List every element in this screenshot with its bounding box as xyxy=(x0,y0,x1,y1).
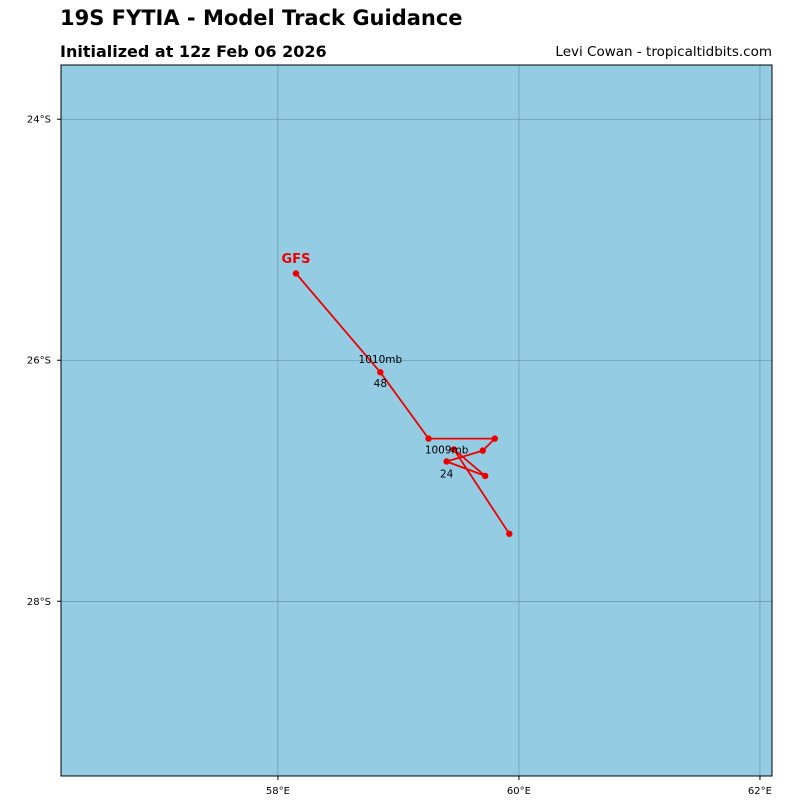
axis-ticks: 24°S 26°S 28°S 58°E 60°E 62°E xyxy=(27,115,772,797)
lon-tick-label: 58°E xyxy=(266,786,290,797)
track-point xyxy=(450,446,458,453)
chart-title: 19S FYTIA - Model Track Guidance xyxy=(60,6,463,30)
track-point xyxy=(491,435,499,442)
chart-credit: Levi Cowan - tropicaltidbits.com xyxy=(555,44,772,60)
track-point xyxy=(481,472,489,480)
track-layer: 1010mb 48 1009mb 24 GFS xyxy=(282,252,513,537)
gridlines xyxy=(61,65,772,776)
track-point xyxy=(506,530,513,537)
track-annotation: 1010mb xyxy=(359,354,403,366)
lon-tick-label: 60°E xyxy=(507,786,531,797)
track-annotation: 48 xyxy=(374,378,387,390)
lon-tick-label: 62°E xyxy=(748,786,772,797)
lat-tick-label: 28°S xyxy=(27,597,51,608)
track-annotation: 1009mb xyxy=(425,444,469,456)
map-frame xyxy=(60,64,773,777)
chart-subtitle: Initialized at 12z Feb 06 2026 xyxy=(60,42,327,61)
track-point xyxy=(479,447,486,454)
track-point xyxy=(377,369,384,376)
track-point xyxy=(443,458,450,465)
track-point xyxy=(292,270,300,277)
track-point xyxy=(425,435,432,442)
track-annotation: 24 xyxy=(440,469,454,481)
model-name-label: GFS xyxy=(282,252,311,267)
lat-tick-label: 26°S xyxy=(27,356,51,367)
lat-tick-label: 24°S xyxy=(27,115,51,126)
